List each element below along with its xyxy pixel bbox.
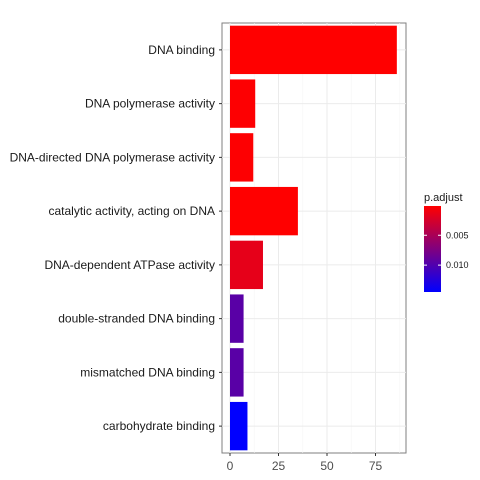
legend-colorbar (424, 206, 441, 292)
category-label: DNA-directed DNA polymerase activity (10, 150, 215, 164)
category-label: catalytic activity, acting on DNA (48, 204, 215, 218)
bar (230, 25, 397, 75)
bar (230, 240, 263, 290)
x-axis: 0 25 50 75 (227, 453, 383, 473)
bars (230, 25, 397, 451)
legend: p.adjust 0.005 0.010 (424, 192, 469, 292)
bar (230, 401, 248, 451)
legend-tick-label: 0.010 (446, 260, 469, 270)
bar (230, 79, 256, 128)
category-label: double-stranded DNA binding (58, 312, 215, 326)
bar (230, 133, 254, 182)
bar (230, 186, 298, 236)
category-label: DNA polymerase activity (85, 97, 215, 111)
category-labels: DNA binding DNA polymerase activity DNA-di… (10, 43, 222, 433)
category-label: DNA-dependent ATPase activity (44, 258, 215, 272)
x-tick-label: 50 (320, 459, 334, 473)
x-tick-label: 25 (272, 459, 286, 473)
x-tick-label: 0 (227, 459, 234, 473)
legend-tick-label: 0.005 (446, 230, 469, 240)
category-label: DNA binding (148, 43, 215, 57)
x-tick-label: 75 (369, 459, 383, 473)
category-label: carbohydrate binding (103, 419, 215, 433)
bar (230, 348, 244, 397)
legend-title: p.adjust (424, 192, 463, 204)
category-label: mismatched DNA binding (80, 365, 215, 379)
bar (230, 294, 244, 343)
